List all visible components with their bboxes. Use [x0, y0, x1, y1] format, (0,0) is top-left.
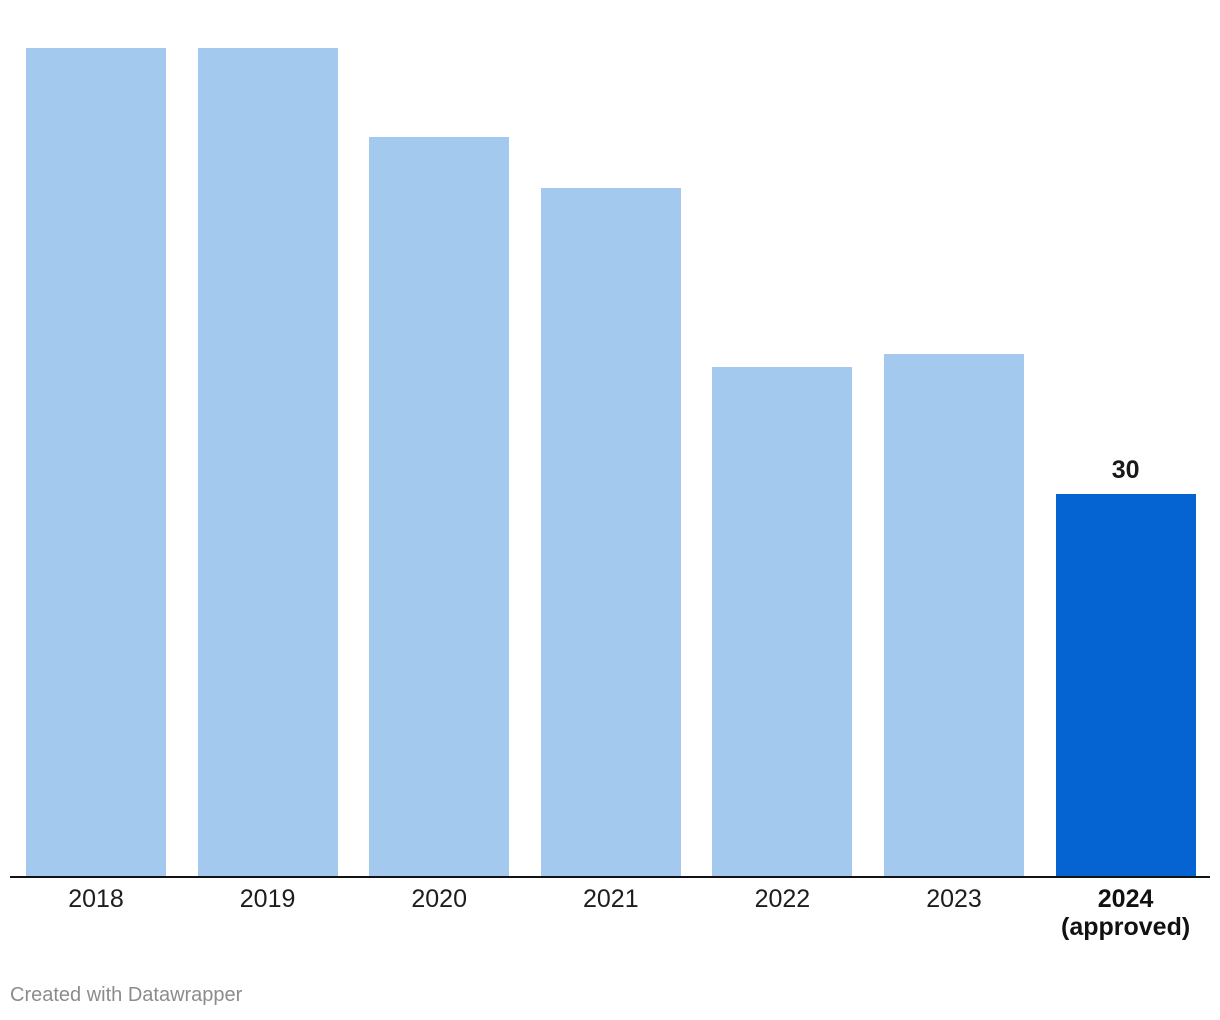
x-tick-label-2019: 2019 — [239, 885, 296, 913]
bar-2023 — [884, 353, 1024, 877]
x-tick-label-2018: 2018 — [68, 885, 124, 913]
datawrapper-credit-link[interactable]: Created with Datawrapper — [10, 984, 243, 1006]
data-label-2024: 30 — [1111, 456, 1140, 485]
bar-2019 — [197, 47, 338, 877]
x-tick-label-2022: 2022 — [754, 885, 811, 913]
x-tick-label-2020: 2020 — [411, 885, 467, 913]
bar-2024 — [1055, 494, 1196, 877]
bar-2021 — [540, 187, 681, 877]
x-axis-line — [10, 876, 1210, 878]
x-tick-label-2023: 2023 — [926, 885, 982, 913]
x-tick-label-2021: 2021 — [582, 885, 639, 913]
x-tick-label-2024: 2024 (approved) — [1061, 885, 1191, 941]
bar-2018 — [26, 47, 166, 877]
plot-area: 2018 2019 2020 2021 2022 2023 2024 (approved) 3… — [26, 47, 1196, 941]
bar-2022 — [712, 366, 853, 877]
bar-2020 — [369, 136, 510, 877]
